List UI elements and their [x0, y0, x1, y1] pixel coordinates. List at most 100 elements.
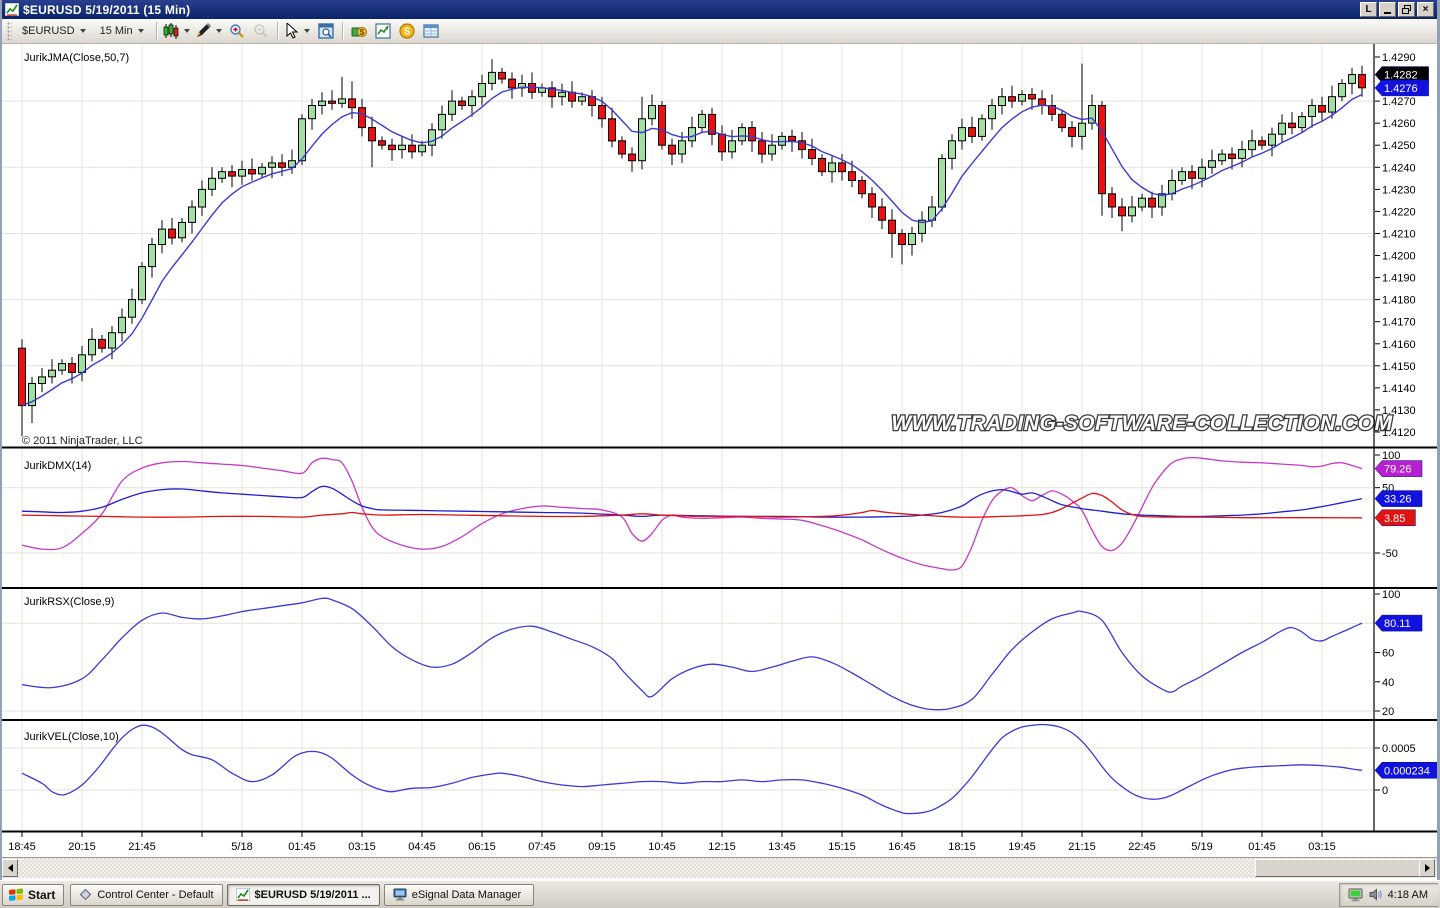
jma-line — [21, 86, 1363, 407]
taskbar-item-label: $EURUSD 5/19/2011 ... — [254, 888, 371, 901]
svg-text:3.85: 3.85 — [1384, 513, 1405, 525]
dmx-red-line — [21, 492, 1363, 519]
toolbar-grip[interactable] — [7, 22, 12, 40]
svg-text:80.11: 80.11 — [1384, 618, 1411, 630]
svg-text:03:15: 03:15 — [348, 841, 376, 853]
price-panel-label: JurikJMA(Close,50,7) — [24, 52, 129, 64]
chart-trader-icon: $ — [351, 27, 367, 37]
svg-text:12:15: 12:15 — [708, 841, 736, 853]
taskbar-item-esignal[interactable]: eSignal Data Manager — [383, 883, 534, 906]
horizontal-scrollbar[interactable] — [2, 857, 1437, 878]
speaker-icon[interactable] — [1369, 888, 1383, 901]
scroll-right-button[interactable] — [1419, 859, 1435, 877]
window-title: $EURUSD 5/19/2011 (15 Min) — [23, 2, 191, 17]
drawing-tool-dropdown[interactable] — [194, 21, 224, 41]
chart-canvas[interactable]: WWW.TRADING-SOFTWARE-COLLECTION.COM1.429… — [2, 44, 1437, 857]
chart-app-icon — [235, 888, 250, 901]
system-tray: 4:18 AM — [1338, 882, 1438, 907]
svg-text:1.4220: 1.4220 — [1382, 206, 1416, 218]
network-monitor-icon[interactable] — [1348, 888, 1364, 902]
chevron-down-icon — [304, 29, 311, 33]
copyright-text: © 2011 NinjaTrader, LLC — [22, 435, 143, 447]
vel-panel-label: JurikVEL(Close,10) — [24, 731, 119, 743]
new-chart-icon — [375, 23, 391, 39]
toolbar-separator — [341, 22, 343, 40]
windows-logo-icon — [9, 888, 23, 901]
svg-text:33.26: 33.26 — [1384, 494, 1412, 506]
scrollbar-thumb[interactable] — [1255, 859, 1422, 877]
svg-text:100: 100 — [1382, 450, 1400, 462]
restore-button[interactable] — [1398, 2, 1415, 17]
svg-text:1.4240: 1.4240 — [1382, 162, 1416, 174]
svg-text:18:15: 18:15 — [948, 841, 976, 853]
taskbar-item-chart[interactable]: $EURUSD 5/19/2011 ... — [226, 883, 380, 906]
chart-properties-button[interactable] — [315, 21, 337, 41]
svg-text:1.4250: 1.4250 — [1382, 140, 1416, 152]
rsx-panel-label: JurikRSX(Close,9) — [24, 596, 114, 608]
chart-trader-button[interactable]: $ — [348, 21, 370, 41]
svg-text:19:45: 19:45 — [1008, 841, 1036, 853]
minimize-button[interactable] — [1379, 2, 1396, 17]
svg-text:1.4140: 1.4140 — [1382, 383, 1416, 395]
svg-text:03:15: 03:15 — [1308, 841, 1336, 853]
svg-text:22:45: 22:45 — [1128, 841, 1156, 853]
rsx-line — [21, 597, 1363, 711]
svg-text:0: 0 — [1382, 785, 1388, 797]
svg-text:1.4160: 1.4160 — [1382, 339, 1416, 351]
drawing-tool-icon — [197, 23, 212, 37]
svg-text:20: 20 — [1382, 706, 1394, 718]
zoom-in-button[interactable] — [226, 21, 248, 41]
svg-text:10:45: 10:45 — [648, 841, 676, 853]
chevron-down-icon — [79, 29, 86, 33]
new-chart-button[interactable] — [372, 21, 394, 41]
coin-icon: S — [399, 23, 415, 39]
coin-button[interactable]: S — [396, 21, 418, 41]
svg-text:5/19: 5/19 — [1191, 841, 1212, 853]
link-button[interactable]: L — [1360, 2, 1377, 17]
svg-text:40: 40 — [1382, 677, 1394, 689]
ninjatrader-diamond-icon — [80, 888, 92, 901]
svg-text:1.4130: 1.4130 — [1382, 405, 1416, 417]
app-window: $EURUSD 5/19/2011 (15 Min) L × $EURUSD 1… — [0, 0, 1440, 880]
chart-style-dropdown[interactable] — [162, 21, 192, 41]
close-button[interactable]: × — [1417, 2, 1434, 17]
svg-text:-50: -50 — [1382, 548, 1398, 560]
data-grid-icon — [423, 24, 439, 38]
svg-text:5/18: 5/18 — [231, 841, 252, 853]
chart-style-icon — [163, 23, 179, 39]
svg-text:1.4230: 1.4230 — [1382, 184, 1416, 196]
svg-text:0.0005: 0.0005 — [1382, 743, 1416, 755]
vel-line — [21, 723, 1363, 815]
svg-text:13:45: 13:45 — [768, 841, 796, 853]
data-grid-button[interactable] — [420, 21, 442, 41]
taskbar-item-control-center[interactable]: Control Center - Default — [70, 883, 223, 906]
scroll-left-button[interactable] — [2, 859, 18, 877]
svg-text:1.4150: 1.4150 — [1382, 361, 1416, 373]
chevron-down-icon — [184, 29, 191, 33]
start-button[interactable]: Start — [2, 883, 65, 906]
price-axis: 1.4290 1.4270 1.4260 1.4250 1.4240 1.4230 1.42… — [1375, 52, 1416, 797]
svg-text:60: 60 — [1382, 648, 1394, 660]
svg-text:1.4190: 1.4190 — [1382, 273, 1416, 285]
monitor-icon — [393, 888, 407, 901]
start-label: Start — [28, 887, 56, 902]
clock: 4:18 AM — [1387, 888, 1428, 901]
svg-text:1.4260: 1.4260 — [1382, 118, 1416, 130]
svg-text:1.4270: 1.4270 — [1382, 96, 1416, 108]
svg-text:18:45: 18:45 — [8, 841, 36, 853]
interval-dropdown[interactable]: 15 Min — [94, 21, 150, 41]
svg-text:07:45: 07:45 — [528, 841, 556, 853]
cursor-dropdown[interactable] — [283, 21, 313, 41]
svg-text:1.4120: 1.4120 — [1382, 427, 1416, 439]
zoom-out-button[interactable] — [250, 21, 272, 41]
svg-text:01:45: 01:45 — [288, 841, 316, 853]
instrument-dropdown[interactable]: $EURUSD — [16, 21, 92, 41]
title-bar[interactable]: $EURUSD 5/19/2011 (15 Min) L × — [2, 0, 1437, 19]
instrument-label: $EURUSD — [22, 25, 75, 37]
time-axis: 18:45 20:15 21:45 5/18 01:45 03:15 04:45 06:15 0… — [8, 832, 1336, 853]
dmx-magenta-line — [21, 456, 1363, 571]
svg-text:1.4276: 1.4276 — [1384, 83, 1418, 95]
svg-text:01:45: 01:45 — [1248, 841, 1276, 853]
svg-text:1.4180: 1.4180 — [1382, 295, 1416, 307]
